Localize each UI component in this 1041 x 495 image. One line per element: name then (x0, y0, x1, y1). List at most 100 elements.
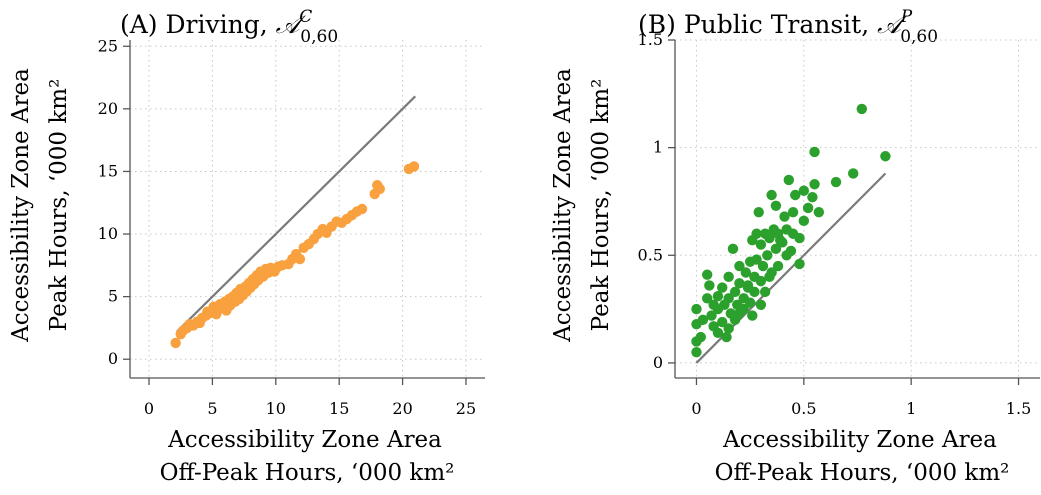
y-tick-label: 1.5 (638, 30, 663, 49)
data-point (374, 183, 385, 195)
data-point (753, 207, 764, 218)
y-tick-label: 10 (98, 224, 118, 243)
data-point (794, 232, 805, 244)
data-point (691, 346, 702, 358)
y-tick-label: 25 (98, 36, 118, 55)
data-point (770, 200, 782, 211)
data-point (880, 151, 891, 162)
x-tick-label: 15 (329, 399, 349, 418)
data-point (704, 280, 715, 291)
data-point (712, 290, 724, 302)
data-point (749, 286, 760, 298)
data-point (764, 232, 775, 244)
grid (675, 39, 1040, 378)
data-point (807, 191, 818, 203)
data-point (755, 275, 767, 287)
data-point (755, 299, 767, 311)
panel-title: (A) Driving, 𝒜C 0,60 (120, 7, 338, 47)
y-tick-label: 0.5 (638, 245, 663, 264)
data-point (695, 331, 706, 343)
data-point (813, 207, 825, 218)
data-point (747, 310, 758, 321)
data-point (762, 250, 773, 261)
panel-driving: (A) Driving, 𝒜C 0,60 0 5 10 15 20 25 0 5 10 15 20 25… (8, 7, 485, 486)
x-tick-label: 25 (456, 399, 476, 418)
data-point (830, 176, 842, 188)
data-point (706, 310, 717, 321)
x-axis-label-line-2: Off-Peak Hours, ‘000 km² (715, 460, 1010, 486)
data-point (727, 243, 739, 255)
panel-public-transit: (B) Public Transit, 𝒜P 0,60 0 0.5 1 1.5 0 0.5 1… (550, 7, 1040, 486)
data-point (759, 286, 771, 298)
data-point (764, 271, 775, 283)
y-axis-label-line-1: Accessibility Zone Area (550, 68, 576, 343)
data-point (356, 203, 368, 215)
x-axis-label-line-1: Accessibility Zone Area (722, 427, 997, 453)
data-point (794, 258, 805, 270)
data-point (785, 245, 797, 257)
ticks: 0 0.5 1 1.5 0 0.5 1 1.5 (638, 30, 1032, 418)
data-point (787, 207, 799, 218)
data-point (802, 202, 814, 214)
x-tick-label: 0.5 (791, 399, 816, 418)
data-point (751, 254, 762, 265)
data-point (712, 327, 724, 338)
data-point (755, 239, 767, 250)
x-tick-label: 0 (691, 399, 701, 418)
x-tick-label: 1.5 (1006, 399, 1031, 418)
data-point (740, 267, 752, 278)
data-point (744, 297, 756, 308)
data-point (742, 280, 754, 291)
y-tick-label: 15 (98, 161, 118, 180)
data-point (717, 282, 728, 293)
data-point (856, 103, 867, 115)
data-point (294, 253, 306, 265)
data-point (723, 293, 734, 304)
data-point (798, 185, 810, 196)
y-axis-label-line-1: Accessibility Zone Area (8, 68, 34, 343)
grid (130, 40, 485, 378)
data-point (729, 286, 741, 298)
data-point (723, 323, 734, 334)
x-tick-label: 0 (144, 399, 154, 418)
y-tick-label: 0 (653, 353, 663, 372)
x-tick-label: 20 (392, 399, 412, 418)
x-tick-label: 5 (207, 399, 217, 418)
x-tick-label: 1 (906, 399, 916, 418)
scatter-points (691, 103, 891, 358)
data-point (691, 303, 702, 315)
y-tick-label: 5 (108, 287, 118, 306)
data-point (770, 243, 782, 255)
data-point (734, 260, 745, 272)
data-point (170, 337, 181, 349)
y-tick-label: 1 (653, 138, 663, 157)
x-axis-label-line-1: Accessibility Zone Area (167, 427, 442, 453)
data-point (734, 308, 745, 319)
data-point (766, 189, 777, 201)
y-axis-label-line-2: Peak Hours, ‘000 km² (46, 79, 72, 332)
data-point (751, 228, 762, 239)
data-point (702, 269, 713, 280)
data-point (408, 161, 420, 172)
data-point (809, 146, 820, 158)
ticks: 0 5 10 15 20 25 0 5 10 15 20 25 (98, 36, 477, 418)
data-point (697, 314, 709, 326)
data-point (721, 331, 732, 343)
data-point (783, 174, 794, 186)
reference-line (176, 95, 417, 333)
data-point (723, 271, 734, 283)
y-tick-label: 20 (98, 99, 118, 118)
data-point (772, 260, 784, 272)
data-point (779, 211, 790, 222)
data-point (790, 189, 801, 201)
data-point (848, 168, 859, 179)
panel-title: (B) Public Transit, 𝒜P 0,60 (638, 7, 938, 47)
data-point (702, 293, 713, 304)
y-axis-label-line-2: Peak Hours, ‘000 km² (588, 79, 614, 332)
data-point (757, 260, 769, 272)
scatter-points (170, 161, 420, 349)
y-tick-label: 0 (108, 349, 118, 368)
data-point (734, 278, 745, 289)
data-point (798, 215, 810, 227)
